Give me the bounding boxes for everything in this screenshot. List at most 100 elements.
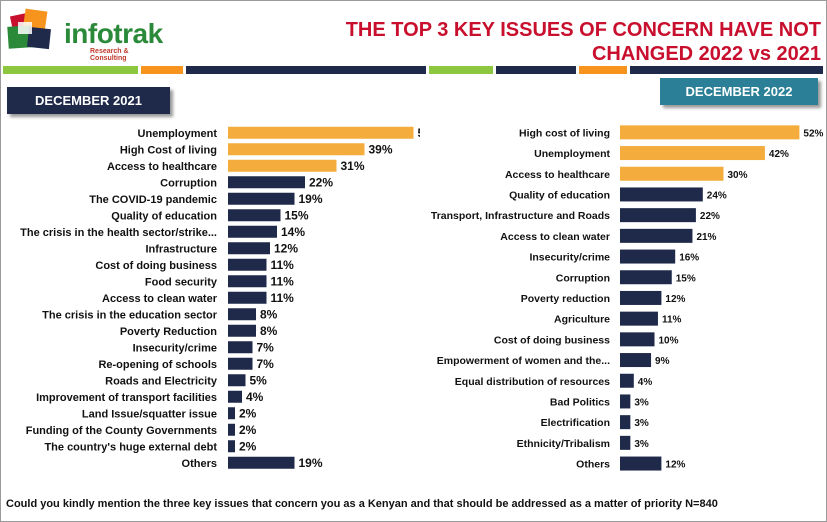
logo-subtext: Research & Consulting	[90, 48, 129, 62]
bar	[228, 456, 295, 469]
bar	[620, 394, 631, 409]
bar	[228, 209, 281, 222]
bar	[620, 415, 631, 430]
value-label: 12%	[665, 460, 685, 471]
category-label: Unemployment	[534, 148, 610, 160]
category-label: Poverty reduction	[521, 293, 610, 305]
value-label: 22%	[700, 211, 720, 222]
bar	[620, 228, 693, 243]
bar-chart-2022: High cost of living 52% Unemployment 42% Acc…	[431, 125, 824, 471]
category-label: Empowerment of women and the...	[437, 355, 610, 367]
category-label: High Cost of living	[120, 144, 217, 156]
category-label: Land Issue/squatter issue	[82, 408, 217, 420]
bar	[228, 176, 305, 189]
bar	[228, 440, 235, 453]
value-label: 14%	[281, 225, 305, 239]
category-label: Cost of doing business	[95, 260, 217, 272]
category-label: The crisis in the health sector/strike..…	[20, 227, 217, 239]
stripe-segment	[186, 66, 426, 74]
bar	[228, 143, 365, 156]
value-label: 11%	[271, 258, 295, 272]
bar	[228, 258, 267, 271]
value-label: 9%	[655, 356, 670, 367]
value-label: 8%	[260, 307, 278, 321]
category-label: The crisis in the education sector	[42, 309, 218, 321]
bar	[228, 407, 235, 420]
panel-header-2021: DECEMBER 2021	[7, 87, 170, 114]
category-label: Cost of doing business	[494, 334, 610, 346]
value-label: 16%	[679, 253, 699, 264]
stripe-segment	[496, 66, 576, 74]
infotrak-logo: infotrak Research & Consulting	[6, 8, 166, 62]
category-label: Re-opening of schools	[98, 359, 217, 371]
value-label: 3%	[634, 418, 649, 429]
bar	[228, 126, 414, 139]
category-label: Roads and Electricity	[105, 375, 218, 387]
category-label: Improvement of transport facilities	[36, 392, 217, 404]
bar-chart-2021: Unemployment 53% High Cost of living 39% Acc…	[20, 126, 421, 470]
value-label: 19%	[299, 456, 323, 470]
category-label: Electrification	[541, 417, 610, 429]
category-label: Funding of the County Governments	[26, 425, 217, 437]
category-label: Unemployment	[138, 128, 218, 140]
category-label: Access to healthcare	[505, 169, 610, 181]
category-label: Transport, Infrastructure and Roads	[431, 210, 610, 222]
stripe-segment	[141, 66, 183, 74]
bar	[620, 270, 672, 285]
bar	[228, 308, 256, 321]
value-label: 39%	[369, 142, 393, 156]
stripe-segment	[630, 66, 823, 74]
category-label: Others	[576, 459, 610, 471]
title-line-1: THE TOP 3 KEY ISSUES OF CONCERN HAVE NOT	[345, 19, 821, 41]
survey-question-footnote: Could you kindly mention the three key i…	[6, 498, 718, 510]
category-label: Ethnicity/Tribalism	[517, 438, 610, 450]
value-label: 15%	[676, 273, 696, 284]
value-label: 53%	[418, 126, 421, 140]
bar	[620, 290, 662, 305]
value-label: 31%	[341, 159, 365, 173]
value-label: 3%	[634, 439, 649, 450]
value-label: 5%	[250, 373, 268, 387]
category-label: High cost of living	[519, 127, 610, 139]
value-label: 10%	[659, 335, 679, 346]
value-label: 3%	[634, 397, 649, 408]
panel-header-2022: DECEMBER 2022	[660, 78, 818, 105]
category-label: Access to clean water	[500, 231, 610, 243]
bar	[228, 192, 295, 205]
value-label: 30%	[728, 170, 748, 181]
bar	[620, 311, 658, 326]
bar	[620, 332, 655, 347]
page-title: THE TOP 3 KEY ISSUES OF CONCERN HAVE NOT…	[261, 18, 821, 66]
category-label: The COVID-19 pandemic	[89, 194, 217, 206]
value-label: 8%	[260, 324, 278, 338]
value-label: 19%	[299, 192, 323, 206]
value-label: 4%	[638, 377, 653, 388]
bar	[228, 225, 277, 238]
bar	[620, 146, 765, 161]
value-label: 52%	[803, 128, 823, 139]
value-label: 22%	[309, 175, 333, 189]
bar	[620, 456, 662, 471]
value-label: 11%	[271, 274, 295, 288]
value-label: 24%	[707, 190, 727, 201]
bar	[620, 373, 634, 388]
bar	[228, 374, 246, 387]
bar	[620, 187, 703, 202]
bar	[228, 357, 253, 370]
value-label: 2%	[239, 439, 257, 453]
bar	[620, 166, 724, 181]
value-label: 2%	[239, 406, 257, 420]
bar	[228, 324, 256, 337]
category-label: The country's huge external debt	[44, 441, 217, 453]
bar	[620, 125, 800, 140]
value-label: 11%	[271, 291, 295, 305]
bar	[620, 208, 696, 223]
category-label: Poverty Reduction	[120, 326, 217, 338]
category-label: Infrastructure	[145, 243, 217, 255]
category-label: Quality of education	[509, 189, 610, 201]
stripe-segment	[429, 66, 493, 74]
stripe-segment	[579, 66, 627, 74]
bar	[620, 353, 652, 368]
bar	[228, 159, 337, 172]
category-label: Corruption	[160, 177, 217, 189]
